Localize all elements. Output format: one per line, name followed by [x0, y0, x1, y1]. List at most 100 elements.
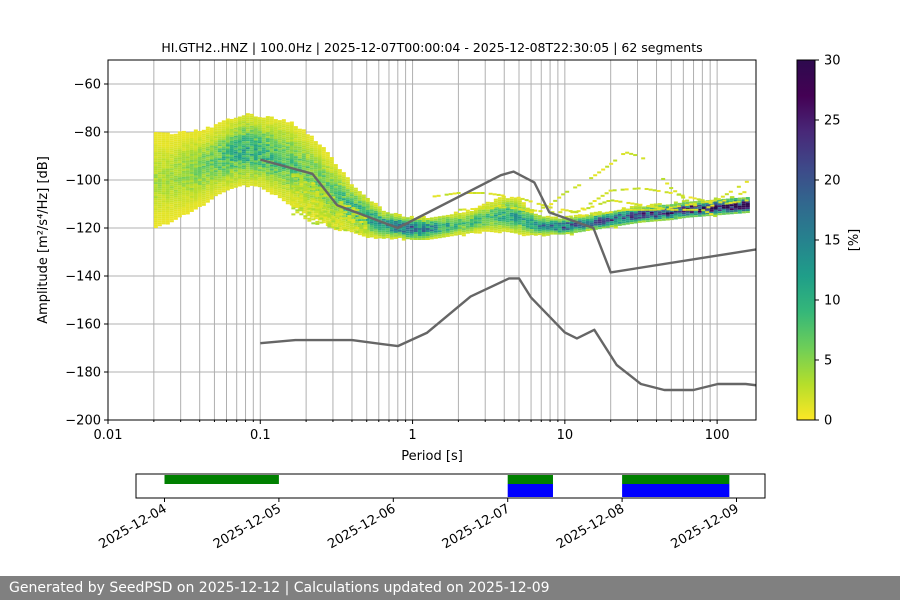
pdf-cell: [493, 230, 498, 233]
pdf-cell: [277, 188, 282, 191]
pdf-cell: [257, 153, 262, 156]
pdf-cell: [233, 149, 238, 152]
pdf-cell: [565, 232, 570, 235]
footer-text: Generated by SeedPSD on 2025-12-12 | Cal…: [9, 580, 550, 596]
pdf-cell: [261, 119, 266, 122]
pdf-cell: [273, 157, 278, 160]
pdf-cell: [161, 148, 166, 151]
pdf-cell: [725, 212, 730, 215]
pdf-cell: [333, 174, 338, 177]
pdf-cell: [221, 138, 226, 141]
pdf-cell: [433, 236, 438, 239]
pdf-cell: [205, 190, 210, 193]
pdf-cell: [237, 138, 242, 141]
pdf-cell: [489, 202, 494, 205]
pdf-cell: [713, 207, 718, 210]
pdf-cell: [657, 211, 662, 214]
pdf-cell: [269, 178, 274, 181]
pdf-cell: [205, 180, 210, 183]
pdf-cell: [585, 229, 590, 232]
pdf-cell: [193, 153, 198, 156]
pdf-cell: [485, 221, 490, 224]
pdf-cell: [161, 172, 166, 175]
pdf-cell: [564, 215, 569, 218]
pdf-cell: [373, 226, 378, 229]
pdf-cell: [301, 147, 306, 150]
pdf-cell: [237, 154, 242, 157]
pdf-cell: [213, 146, 218, 149]
pdf-cell: [365, 227, 370, 230]
pdf-cell: [476, 192, 481, 194]
pdf-cell: [165, 192, 170, 195]
pdf-cell: [193, 171, 198, 174]
pdf-cell: [457, 226, 462, 229]
pdf-cell: [501, 225, 506, 228]
pdf-cell: [361, 206, 366, 209]
pdf-cell: [541, 216, 546, 219]
pdf-cell: [253, 180, 258, 183]
pdf-cell: [309, 189, 314, 192]
pdf-cell: [189, 145, 194, 148]
pdf-cell: [413, 238, 418, 240]
pdf-cell: [229, 132, 234, 135]
pdf-cell: [193, 173, 198, 176]
y-tick-label: −160: [65, 318, 101, 333]
pdf-cell: [333, 184, 338, 187]
pdf-cell: [217, 138, 222, 141]
pdf-cell: [597, 217, 602, 220]
pdf-cell: [225, 182, 230, 185]
pdf-cell: [189, 189, 194, 192]
pdf-cell: [301, 137, 306, 140]
pdf-cell: [161, 182, 166, 185]
pdf-cell: [213, 128, 218, 131]
pdf-cell: [165, 160, 170, 163]
pdf-cell: [253, 168, 258, 171]
pdf-cell: [295, 209, 300, 212]
pdf-cell: [177, 163, 182, 166]
pdf-cell: [177, 215, 182, 218]
pdf-cell: [233, 167, 238, 170]
pdf-cell: [153, 216, 158, 219]
pdf-cell: [289, 121, 294, 124]
pdf-cell: [299, 183, 304, 186]
pdf-cell: [329, 171, 334, 174]
pdf-cell: [249, 127, 254, 130]
pdf-cell: [153, 162, 158, 165]
pdf-cell: [289, 137, 294, 140]
pdf-cell: [241, 175, 246, 178]
pdf-cell: [217, 158, 222, 161]
pdf-cell: [265, 154, 270, 157]
pdf-cell: [233, 177, 238, 180]
pdf-cell: [673, 203, 678, 206]
pdf-cell: [477, 217, 482, 220]
pdf-cell: [321, 169, 326, 172]
pdf-cell: [381, 228, 386, 231]
pdf-cell: [225, 146, 230, 149]
pdf-cell: [281, 139, 286, 142]
pdf-cell: [528, 200, 533, 203]
pdf-cell: [485, 223, 490, 226]
pdf-cell: [397, 215, 402, 218]
pdf-cell: [269, 128, 274, 131]
pdf-cell: [241, 119, 246, 122]
pdf-cell: [285, 132, 290, 135]
pdf-cell: [445, 232, 450, 235]
pdf-cell: [303, 199, 308, 202]
pdf-cell: [197, 158, 202, 161]
pdf-cell: [165, 206, 170, 209]
pdf-cell: [673, 207, 678, 210]
pdf-cell: [509, 214, 514, 217]
pdf-cell: [737, 199, 742, 202]
pdf-cell: [529, 227, 534, 230]
pdf-cell: [277, 168, 282, 171]
pdf-cell: [217, 160, 222, 163]
pdf-cell: [333, 168, 338, 171]
pdf-cell: [413, 226, 418, 228]
pdf-cell: [201, 147, 206, 150]
pdf-cell: [513, 199, 518, 202]
pdf-cell: [677, 208, 682, 211]
pdf-cell: [237, 166, 242, 169]
pdf-cell: [301, 133, 306, 136]
pdf-cell: [257, 129, 262, 132]
pdf-cell: [281, 183, 286, 186]
